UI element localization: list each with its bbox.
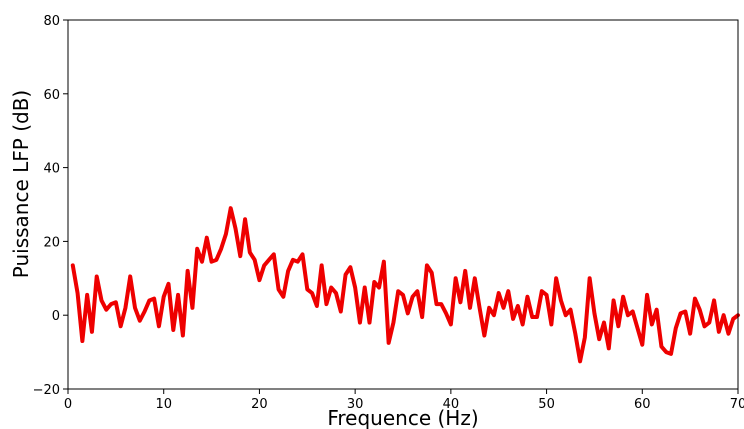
y-axis-label: Puissance LFP (dB) [9,90,33,278]
axis-ticks: 0 10 20 30 40 50 60 70 −20 0 20 40 60 80 [33,14,744,412]
x-axis-label: Frequence (Hz) [327,406,478,429]
series-line [70,206,740,364]
x-tick-label: 10 [155,397,172,412]
x-tick-label: 60 [634,397,651,412]
x-tick-label: 40 [443,397,460,412]
y-tick-label: 60 [43,88,60,103]
plot-frame [67,19,739,390]
x-tick-label: 70 [730,397,744,412]
x-tick-label: 20 [251,397,268,412]
x-tick-label: 30 [347,397,364,412]
y-tick-label: 20 [43,235,60,250]
y-tick-label: 0 [52,309,60,324]
y-tick-label: 80 [43,14,60,29]
x-tick-label: 0 [64,397,72,412]
y-tick-label: −20 [33,383,60,398]
plot-area [68,20,738,389]
y-tick-label: 40 [43,162,60,177]
x-tick-label: 50 [538,397,555,412]
